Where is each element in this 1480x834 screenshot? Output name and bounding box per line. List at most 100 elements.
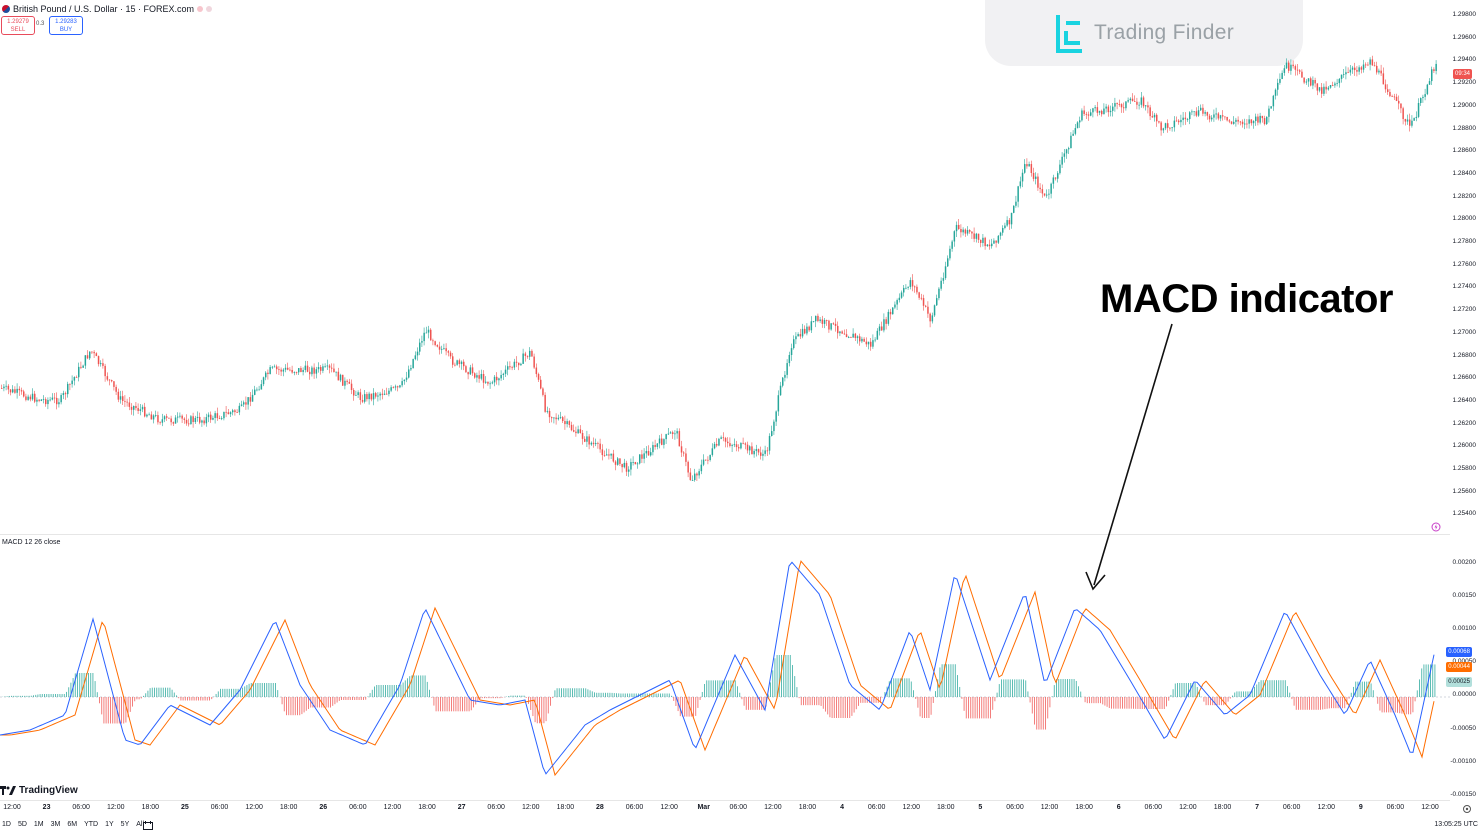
sell-button[interactable]: 1.29279 SELL <box>1 16 35 35</box>
timeframe-5d[interactable]: 5D <box>17 821 27 828</box>
candle-body <box>53 397 56 399</box>
macd-histogram-bar <box>1133 697 1134 709</box>
candle-body <box>696 473 698 476</box>
macd-histogram-bar <box>1216 697 1218 706</box>
candle-body <box>1398 100 1400 104</box>
timeframe-1m[interactable]: 1M <box>33 821 44 828</box>
candle-body <box>419 342 421 352</box>
candle-body <box>779 385 782 396</box>
macd-histogram-bar <box>167 687 169 697</box>
candle-body <box>1316 83 1319 91</box>
candle-body <box>258 389 260 391</box>
macd-histogram-bar <box>541 697 543 724</box>
macd-histogram-bar <box>314 697 316 708</box>
timeframe-1d[interactable]: 1D <box>2 821 11 828</box>
candle-body <box>898 297 901 301</box>
candle-body <box>804 328 806 334</box>
pane-divider[interactable] <box>0 534 1450 535</box>
timeframe-5y[interactable]: 5Y <box>120 821 130 828</box>
candle-body <box>229 412 232 415</box>
macd-histogram-bar <box>200 697 202 701</box>
macd-axis-label: 0.00100 <box>1452 625 1477 633</box>
candle-body <box>423 332 425 342</box>
macd-histogram-bar <box>682 697 683 717</box>
macd-histogram-bar <box>1183 683 1185 697</box>
price-axis-label: 1.28600 <box>1452 147 1477 155</box>
macd-histogram-bar <box>422 675 424 697</box>
clock[interactable]: 13:05:25 UTC <box>1434 821 1478 828</box>
macd-histogram-bar <box>1355 681 1357 697</box>
macd-histogram-bar <box>994 697 996 702</box>
macd-histogram-bar <box>585 688 587 697</box>
macd-histogram-bar <box>261 683 263 697</box>
macd-histogram-bar <box>1383 697 1385 713</box>
macd-histogram-bar <box>101 697 103 715</box>
candle-body <box>1389 91 1391 97</box>
candle-body <box>1142 97 1145 107</box>
auto-scale-icon[interactable] <box>1431 522 1441 532</box>
macd-histogram-bar <box>737 686 738 697</box>
candle-body <box>1017 186 1019 202</box>
candle-body <box>1116 103 1118 105</box>
candle-body <box>1314 79 1316 84</box>
macd-histogram-bar <box>162 687 164 697</box>
time-axis-label: 06:00 <box>72 804 90 811</box>
candle-body <box>667 433 670 435</box>
macd-pane[interactable] <box>0 535 1450 800</box>
candle-body <box>62 393 65 396</box>
macd-histogram-bar <box>642 693 644 697</box>
tradingview-logo[interactable]: TradingView <box>0 785 78 796</box>
macd-histogram-bar <box>891 678 892 697</box>
macd-histogram-bar <box>96 692 98 697</box>
timeframe-3m[interactable]: 3M <box>50 821 61 828</box>
candle-body <box>951 241 953 249</box>
symbol-header[interactable]: British Pound / U.S. Dollar · 15 · FOREX… <box>2 3 213 15</box>
price-chart[interactable] <box>0 0 1450 534</box>
macd-histogram-bar <box>908 678 910 697</box>
candle-body <box>999 232 1002 236</box>
date-range-icon[interactable] <box>143 821 153 830</box>
candle-body <box>683 452 685 454</box>
candle-body <box>1303 77 1305 83</box>
macd-histogram-bar <box>618 693 620 697</box>
macd-histogram-bar <box>1188 683 1189 697</box>
macd-histogram-bar <box>334 697 336 705</box>
candle-body <box>454 364 456 366</box>
candle-body <box>955 224 958 232</box>
candle-body <box>1046 194 1048 196</box>
macd-histogram-bar <box>607 692 609 697</box>
macd-histogram-bar <box>147 690 149 697</box>
macd-histogram-bar <box>286 697 287 716</box>
macd-histogram-bar <box>728 680 730 697</box>
candle-body <box>58 402 60 405</box>
candle-body <box>1393 96 1396 98</box>
candle-body <box>971 231 973 234</box>
time-axis-settings-icon[interactable] <box>1462 804 1472 814</box>
macd-histogram-bar <box>55 694 56 697</box>
candle-body <box>1184 117 1187 120</box>
time-axis-label: 12:00 <box>522 804 540 811</box>
candle-body <box>995 240 997 243</box>
timeframe-all[interactable]: All <box>136 821 145 828</box>
macd-histogram-bar <box>35 694 37 697</box>
candle-body <box>643 453 645 459</box>
candle-body <box>1250 119 1253 124</box>
candle-body <box>1413 118 1415 121</box>
macd-histogram-bar <box>888 681 890 697</box>
candle-body <box>773 421 775 432</box>
timeframe-1y[interactable]: 1Y <box>105 821 114 828</box>
macd-histogram-bar <box>50 694 52 697</box>
candle-body <box>546 410 549 412</box>
macd-indicator-label[interactable]: MACD 12 26 close <box>2 539 61 546</box>
candle-body <box>933 305 936 316</box>
candle-body <box>984 237 986 247</box>
macd-histogram-bar <box>1335 697 1337 709</box>
buy-button[interactable]: 1.29283 BUY <box>49 16 83 35</box>
price-axis-label: 1.26400 <box>1452 396 1477 404</box>
candle-body <box>1279 79 1281 83</box>
macd-histogram-bar <box>57 694 59 697</box>
timeframe-6m[interactable]: 6M <box>67 821 78 828</box>
macd-histogram-bar <box>919 697 921 717</box>
candle-body <box>863 338 865 342</box>
timeframe-ytd[interactable]: YTD <box>84 821 99 828</box>
